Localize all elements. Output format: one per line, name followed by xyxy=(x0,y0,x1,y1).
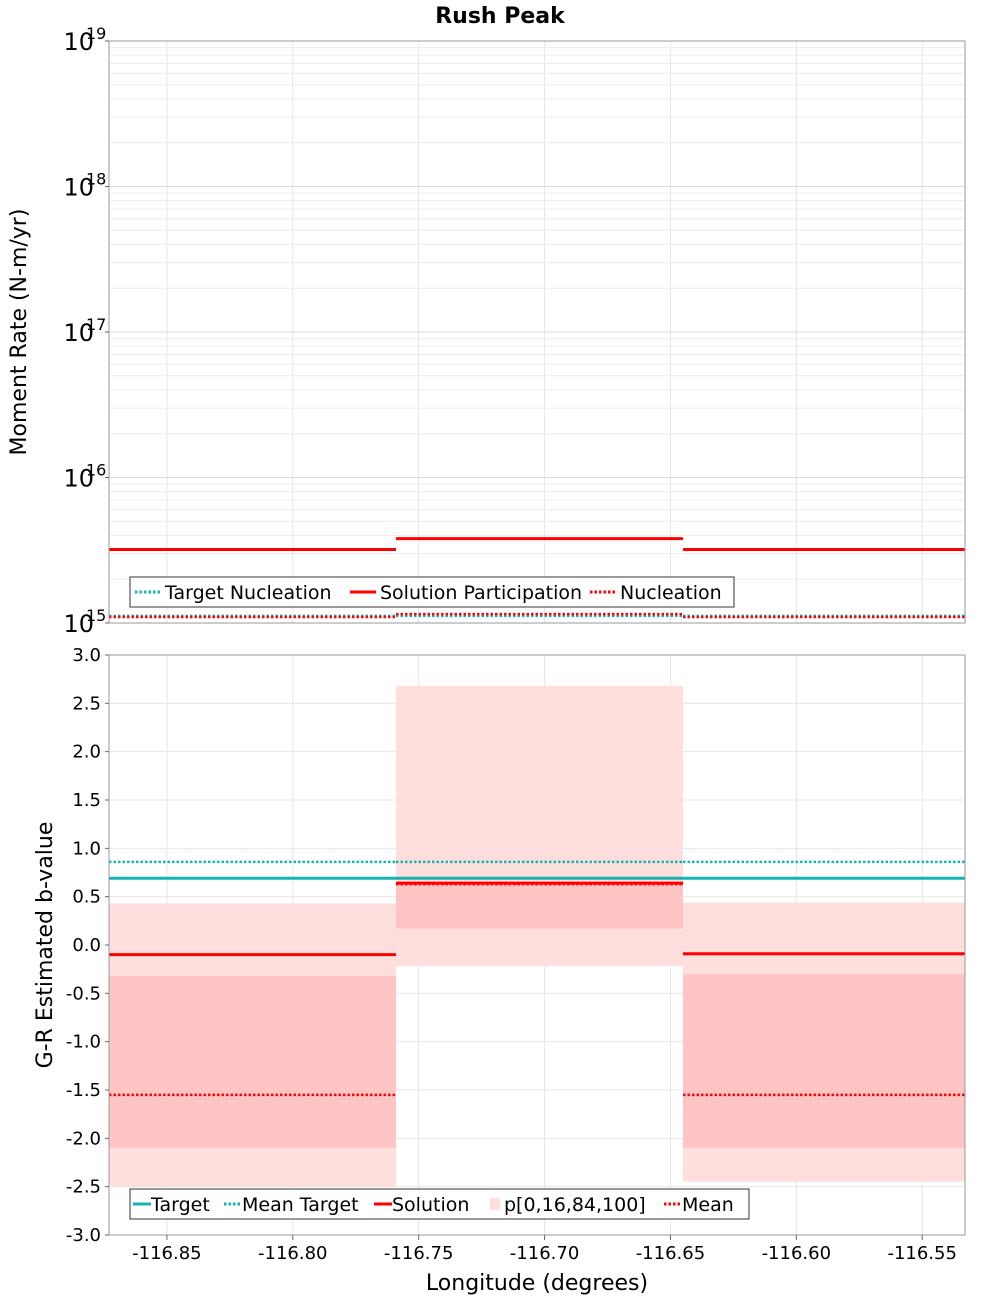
y-tick-base: 10 xyxy=(63,610,94,638)
y-tick-base: 10 xyxy=(63,174,94,202)
y-tick-label: 2.0 xyxy=(72,742,101,763)
bottom-legend: Target Mean Target Solution p[0,16,84,100] M… xyxy=(129,1188,750,1220)
legend-label: Solution Participation xyxy=(380,582,582,604)
x-tick-label: -116.60 xyxy=(762,1243,831,1264)
y-tick-label: 1.5 xyxy=(72,790,101,811)
y-tick-exponent: 17 xyxy=(86,315,106,334)
top-legend: Target Nucleation Solution Participation N… xyxy=(129,576,735,608)
legend-label: Target Nucleation xyxy=(164,582,332,604)
bottom-y-axis-label: G-R Estimated b-value xyxy=(33,822,58,1069)
y-tick-label: -1.5 xyxy=(66,1080,101,1101)
chart-title: Rush Peak xyxy=(435,4,566,29)
x-tick-label: -116.70 xyxy=(510,1243,579,1264)
y-tick-label: -3.0 xyxy=(66,1225,101,1246)
y-tick-base: 10 xyxy=(63,28,94,56)
y-tick-exponent: 16 xyxy=(86,461,106,480)
x-tick-label: -116.80 xyxy=(258,1243,327,1264)
y-tick-label: 1.0 xyxy=(72,838,101,859)
x-tick-label: -116.75 xyxy=(384,1243,453,1264)
y-tick-label: 0.5 xyxy=(72,887,101,908)
x-tick-label: -116.55 xyxy=(887,1243,956,1264)
y-tick-exponent: 15 xyxy=(86,606,106,625)
y-tick-label: -2.0 xyxy=(66,1128,101,1149)
legend-label: Mean Target xyxy=(242,1194,359,1216)
bottom-series xyxy=(109,860,965,1097)
y-tick-label: 3.0 xyxy=(72,645,101,666)
legend-label: Target xyxy=(150,1194,210,1216)
legend-label: p[0,16,84,100] xyxy=(504,1194,646,1216)
y-tick-label: 0.0 xyxy=(72,935,101,956)
legend-swatch xyxy=(490,1198,500,1210)
y-tick-label: 2.5 xyxy=(72,693,101,714)
y-tick-label: -0.5 xyxy=(66,983,101,1004)
y-tick-base: 10 xyxy=(63,465,94,493)
x-ticks: -116.85 -116.80 -116.75 -116.70 -116.65 -116.… xyxy=(132,1235,957,1264)
top-y-axis-label: Moment Rate (N-m/yr) xyxy=(7,209,32,456)
y-tick-label: -1.0 xyxy=(66,1032,101,1053)
b-value-plot: 3.0 2.5 2.0 1.5 1.0 0.5 0.0 -0.5 -1.0 -1.5 -2.0 -2.… xyxy=(33,645,966,1296)
bottom-y-ticks: 3.0 2.5 2.0 1.5 1.0 0.5 0.0 -0.5 -1.0 -1.5 -2.0 -2.… xyxy=(66,645,109,1246)
y-tick-exponent: 18 xyxy=(86,170,106,189)
percentile-bands xyxy=(109,685,965,1187)
y-tick-exponent: 19 xyxy=(86,24,106,43)
y-tick-label: -2.5 xyxy=(66,1177,101,1198)
x-tick-label: -116.65 xyxy=(636,1243,705,1264)
legend-label: Mean xyxy=(682,1194,734,1216)
legend-box xyxy=(129,576,735,608)
x-axis-label: Longitude (degrees) xyxy=(426,1271,648,1296)
legend-label: Nucleation xyxy=(620,582,722,604)
band-p16-p84 xyxy=(109,975,397,1148)
top-series xyxy=(109,537,965,619)
band-p16-p84 xyxy=(396,884,684,929)
y-tick-base: 10 xyxy=(63,319,94,347)
legend-label: Solution xyxy=(392,1194,469,1216)
band-p16-p84 xyxy=(683,974,965,1148)
x-tick-label: -116.85 xyxy=(132,1243,201,1264)
